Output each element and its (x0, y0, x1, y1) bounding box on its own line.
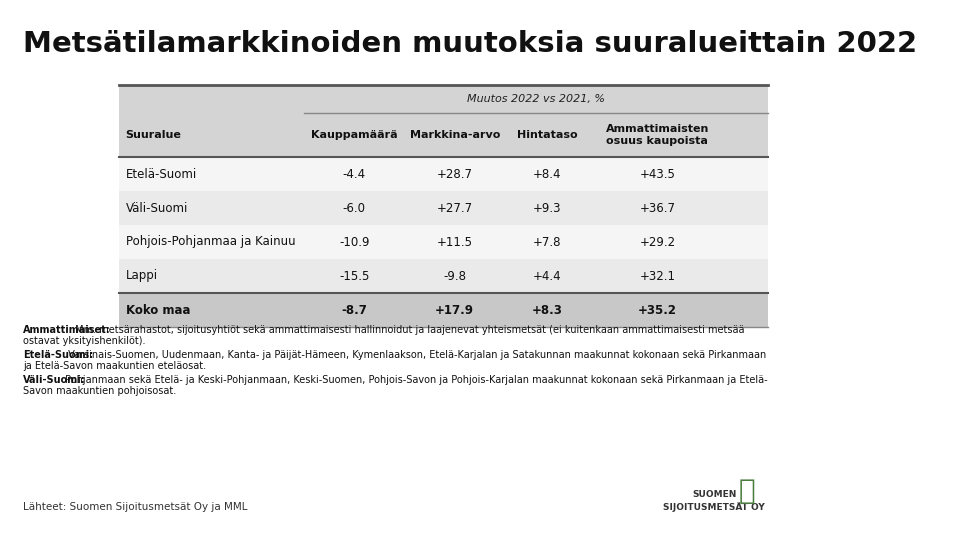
Text: 🌲: 🌲 (739, 477, 756, 505)
Text: ja Etelä-Savon maakuntien eteläosat.: ja Etelä-Savon maakuntien eteläosat. (23, 361, 206, 371)
Text: Väli-Suomi: Väli-Suomi (126, 201, 188, 214)
Text: +32.1: +32.1 (639, 269, 676, 282)
Text: +28.7: +28.7 (437, 167, 472, 180)
Text: Koko maa: Koko maa (126, 303, 190, 316)
Bar (119, 113, 768, 157)
Bar (119, 225, 768, 259)
Bar (119, 191, 768, 225)
Text: Väli-Suomi:: Väli-Suomi: (23, 375, 85, 385)
Text: Suuralue: Suuralue (126, 130, 181, 140)
Text: -6.0: -6.0 (343, 201, 366, 214)
Text: +35.2: +35.2 (637, 303, 677, 316)
Text: Pohjanmaan sekä Etelä- ja Keski-Pohjanmaan, Keski-Suomen, Pohjois-Savon ja Pohjo: Pohjanmaan sekä Etelä- ja Keski-Pohjanma… (61, 375, 767, 385)
Text: +11.5: +11.5 (437, 235, 472, 248)
Bar (119, 85, 768, 113)
Text: Etelä-Suomi:: Etelä-Suomi: (23, 350, 93, 360)
Bar (119, 259, 768, 293)
Text: ostavat yksityishenkilöt).: ostavat yksityishenkilöt). (23, 336, 146, 346)
Text: -4.4: -4.4 (343, 167, 366, 180)
Bar (119, 293, 768, 327)
Text: Mm. metsärahastot, sijoitusyhtiöt sekä ammattimaisesti hallinnoidut ja laajeneva: Mm. metsärahastot, sijoitusyhtiöt sekä a… (72, 325, 745, 335)
Text: -8.7: -8.7 (341, 303, 367, 316)
Text: Savon maakuntien pohjoisosat.: Savon maakuntien pohjoisosat. (23, 386, 177, 396)
Text: +9.3: +9.3 (533, 201, 562, 214)
Text: Markkina-arvo: Markkina-arvo (410, 130, 500, 140)
Text: Kauppamäärä: Kauppamäärä (311, 130, 397, 140)
Text: -15.5: -15.5 (339, 269, 370, 282)
Text: Etelä-Suomi: Etelä-Suomi (126, 167, 197, 180)
Bar (119, 157, 768, 191)
Text: -10.9: -10.9 (339, 235, 370, 248)
Text: +7.8: +7.8 (533, 235, 562, 248)
Text: +8.3: +8.3 (532, 303, 563, 316)
Text: Ammattimaiset:: Ammattimaiset: (23, 325, 110, 335)
Text: +4.4: +4.4 (533, 269, 562, 282)
Text: +27.7: +27.7 (437, 201, 472, 214)
Text: Varsinais-Suomen, Uudenmaan, Kanta- ja Päijät-Hämeen, Kymenlaakson, Etelä-Karjal: Varsinais-Suomen, Uudenmaan, Kanta- ja P… (65, 350, 767, 360)
Text: Metsätilamarkkinoiden muutoksia suuralueittain 2022: Metsätilamarkkinoiden muutoksia suuralue… (23, 30, 917, 58)
Text: Lappi: Lappi (126, 269, 157, 282)
Text: +36.7: +36.7 (639, 201, 676, 214)
Text: Muutos 2022 vs 2021, %: Muutos 2022 vs 2021, % (467, 94, 605, 104)
Text: Lähteet: Suomen Sijoitusmetsät Oy ja MML: Lähteet: Suomen Sijoitusmetsät Oy ja MML (23, 502, 248, 512)
Bar (119, 85, 768, 327)
Text: SUOMEN
SIJOITUSMETSÄT OY: SUOMEN SIJOITUSMETSÄT OY (663, 490, 765, 512)
Text: +8.4: +8.4 (533, 167, 562, 180)
Text: -9.8: -9.8 (444, 269, 467, 282)
Text: +43.5: +43.5 (639, 167, 675, 180)
Text: Ammattimaisten
osuus kaupoista: Ammattimaisten osuus kaupoista (606, 124, 709, 146)
Text: Pohjois-Pohjanmaa ja Kainuu: Pohjois-Pohjanmaa ja Kainuu (126, 235, 296, 248)
Text: Hintataso: Hintataso (516, 130, 577, 140)
Text: +29.2: +29.2 (639, 235, 676, 248)
Text: +17.9: +17.9 (435, 303, 474, 316)
